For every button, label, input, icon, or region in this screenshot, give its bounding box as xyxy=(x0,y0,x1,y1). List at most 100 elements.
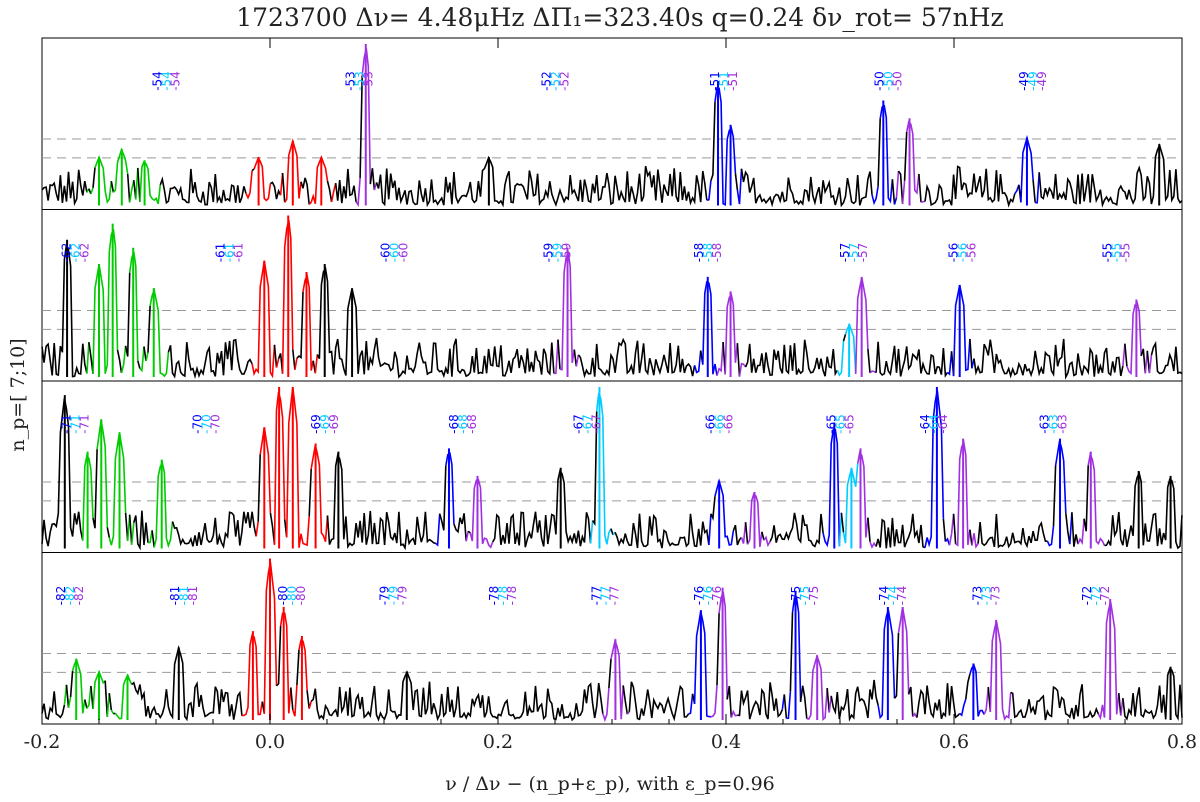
spectrum-segment-spectrum xyxy=(306,690,310,709)
spectrum-segment-spectrum xyxy=(147,305,151,353)
spectrum-segment-m_zero xyxy=(836,341,845,377)
spectrum-segment-m_plus xyxy=(738,362,747,377)
panel-2: -62-62-62 -61-61-61 -60-60-60 -59-59-59 -58-… xyxy=(41,209,1183,382)
spectrum-segment-spectrum xyxy=(326,180,333,203)
mode-label-group: -62-62-62 xyxy=(60,243,92,263)
spectrum-segment-spectrum xyxy=(116,349,123,374)
spectrum-segment-m_minus xyxy=(893,197,898,205)
spectrum-segment-spectrum xyxy=(734,173,739,191)
mode-label-group: -64-64-64 xyxy=(918,414,950,434)
mode-label: -71 xyxy=(60,414,74,434)
spectrum-segment-spectrum xyxy=(104,680,109,717)
spectrum-segment-l2 xyxy=(71,658,86,714)
spectrum-segment-m_minus xyxy=(1035,172,1040,204)
x-axis-label: ν / Δν − (n_p+ε_p), with ε_p=0.96 xyxy=(445,773,775,795)
mode-label: -78 xyxy=(505,586,519,606)
spectrum-segment-spectrum xyxy=(167,338,253,380)
spectrum-segment-spectrum xyxy=(740,168,873,208)
x-tick-label: 0.0 xyxy=(255,731,285,753)
spectrum-segment-spectrum xyxy=(893,632,900,699)
mode-label: -73 xyxy=(970,586,984,606)
spectrum-segment-spectrum xyxy=(1065,513,1071,545)
spectrum-segment-m_minus xyxy=(786,691,792,720)
spectrum-segment-m_plus xyxy=(602,688,610,723)
spectrum-segment-spectrum xyxy=(591,411,598,527)
x-tick-label: 0.2 xyxy=(483,731,513,753)
spectrum-segment-spectrum xyxy=(716,613,720,686)
mode-label-group: -82-82-82 xyxy=(54,586,86,606)
spectrum-segment-spectrum xyxy=(292,349,296,370)
x-axis: -0.2 0.0 0.2 0.4 0.6 0.8 xyxy=(24,38,1197,753)
spectrum-segment-l2 xyxy=(108,432,127,546)
mode-label: -61 xyxy=(222,243,236,263)
mode-label: -74 xyxy=(877,586,891,606)
mode-label: -66 xyxy=(713,414,727,434)
mode-label: -73 xyxy=(988,586,1002,606)
mode-label: -67 xyxy=(589,414,603,434)
mode-label: -60 xyxy=(397,243,411,263)
spectrum-segment-m_plus xyxy=(763,535,771,548)
spectrum-segment-m_plus xyxy=(1148,355,1153,374)
mode-label: -68 xyxy=(456,414,470,434)
spectrum-segment-spectrum xyxy=(761,531,765,541)
mode-label: -62 xyxy=(69,243,83,263)
spectrum-segment-l2 xyxy=(139,160,162,205)
mode-label: -66 xyxy=(704,414,718,434)
spectrum-segment-m_plus xyxy=(989,621,1012,721)
spectrum-segment-spectrum xyxy=(877,118,881,187)
spectrum-segment-l0 xyxy=(292,684,298,717)
panel-1: -54-54-54 -53-53-53 -52-52-52 -51-51-51 -50-… xyxy=(41,37,1183,210)
mode-label: -56 xyxy=(955,243,969,263)
spectrum-segment-spectrum xyxy=(897,170,904,204)
mode-label: -54 xyxy=(151,71,165,91)
spectrum-segment-spectrum xyxy=(41,398,84,547)
spectrum-segment-m_minus xyxy=(944,537,951,546)
spectrum-segment-spectrum xyxy=(826,687,830,713)
spectrum-segment-m_plus xyxy=(610,637,624,720)
spectrum-segment-spectrum xyxy=(326,453,436,551)
spectrum-segment-l2 xyxy=(128,180,135,203)
mode-label: -57 xyxy=(847,243,861,263)
mode-label: -65 xyxy=(833,414,847,434)
spectrum-segment-m_minus xyxy=(1014,184,1020,195)
spectrum-segment-spectrum xyxy=(726,685,733,718)
spectrum-segment-spectrum xyxy=(1140,348,1147,374)
mode-label: -49 xyxy=(1035,71,1049,91)
spectrum-segment-m_minus xyxy=(693,350,702,374)
spectrum-segment-spectrum xyxy=(41,244,88,378)
mode-label-group: -79-79-79 xyxy=(378,586,410,606)
spectrum-segment-m_minus xyxy=(714,478,735,546)
spectrum-segment-spectrum xyxy=(257,454,261,522)
spectrum-segment-spectrum xyxy=(151,530,155,548)
x-tick-label: 0.8 xyxy=(1167,731,1197,753)
mode-label-group: -78-78-78 xyxy=(487,586,519,606)
spectrum-segment-spectrum xyxy=(273,344,278,368)
spectrum-segment-m_minus xyxy=(702,280,718,376)
x-tick-label: -0.2 xyxy=(24,731,61,753)
mode-label: -71 xyxy=(69,414,83,434)
spectrum-segment-m_minus xyxy=(952,284,971,377)
mode-label-group: -71-71-71 xyxy=(60,414,92,434)
spectrum-segment-m_plus xyxy=(465,531,469,542)
spectrum-segment-spectrum xyxy=(41,169,88,207)
mode-label: -80 xyxy=(276,586,290,606)
mode-label: -69 xyxy=(327,414,341,434)
spectrum-segment-spectrum xyxy=(1038,143,1183,208)
spectrum-segment-spectrum xyxy=(110,181,115,193)
spectrum-segment-l2 xyxy=(147,530,153,544)
mode-label: -80 xyxy=(294,586,308,606)
spectrum-segment-spectrum xyxy=(281,172,286,203)
spectrum-segment-l2 xyxy=(112,147,129,193)
spectrum-segment-l0 xyxy=(302,273,314,371)
mode-label: -77 xyxy=(590,586,604,606)
spectrum-segment-spectrum xyxy=(1071,512,1079,547)
spectrum-segment-spectrum xyxy=(891,179,896,205)
spectrum-segment-m_plus xyxy=(869,370,877,374)
spectrum-segment-spectrum xyxy=(1150,340,1183,375)
spectrum-segment-spectrum xyxy=(789,612,794,692)
spectrum-segment-spectrum xyxy=(310,670,604,722)
spectrum-segment-m_minus xyxy=(879,104,894,204)
spectrum-segment-spectrum xyxy=(375,155,708,208)
spectrum-segment-m_minus xyxy=(791,597,802,702)
mode-label: -72 xyxy=(1080,586,1094,606)
